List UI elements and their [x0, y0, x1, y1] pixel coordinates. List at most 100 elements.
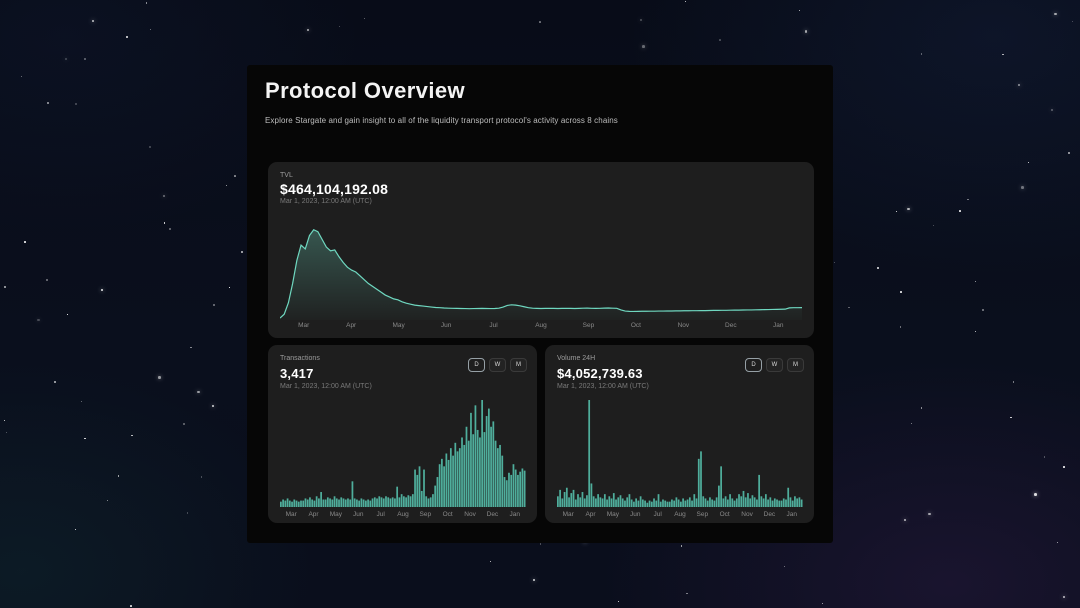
x-axis-tick-label: Aug: [674, 511, 686, 518]
volume-x-axis-labels: Mar Apr May Jun Jul Aug Sep Oct Nov Dec Jan: [557, 511, 803, 518]
star: [4, 420, 5, 421]
star: [1063, 595, 1066, 598]
star: [37, 318, 40, 321]
x-axis-tick-label: Jul: [653, 511, 662, 518]
volume-range-week-button[interactable]: W: [766, 358, 783, 372]
star: [23, 241, 26, 243]
transactions-range-week-button[interactable]: W: [489, 358, 506, 372]
star: [46, 279, 49, 282]
volume-bar-chart[interactable]: [557, 400, 803, 507]
transactions-label: Transactions: [280, 355, 320, 362]
star: [158, 376, 161, 379]
x-axis-tick-label: Mar: [298, 322, 310, 329]
star: [618, 601, 620, 603]
star: [642, 45, 645, 48]
transactions-value: 3,417: [280, 366, 314, 381]
star: [533, 578, 536, 581]
star: [241, 251, 244, 254]
tvl-value: $464,104,192.08: [280, 181, 389, 197]
star: [834, 262, 836, 264]
star: [920, 407, 923, 409]
star: [907, 207, 910, 211]
x-axis-tick-label: Nov: [677, 322, 690, 329]
x-axis-tick-label: Jun: [440, 322, 452, 329]
star: [67, 313, 68, 315]
star: [1034, 493, 1037, 496]
x-axis-tick-label: Sep: [696, 511, 709, 518]
star: [928, 512, 931, 516]
transactions-range-month-button[interactable]: M: [510, 358, 527, 372]
transactions-card: Transactions 3,417 Mar 1, 2023, 12:00 AM…: [268, 345, 537, 523]
star: [959, 209, 962, 212]
star: [182, 422, 185, 425]
star: [74, 102, 77, 105]
star: [974, 281, 976, 283]
x-axis-tick-label: Jul: [489, 322, 498, 329]
star: [125, 35, 128, 38]
star: [211, 405, 214, 408]
star: [363, 17, 365, 19]
x-axis-tick-label: Sep: [419, 511, 432, 518]
star: [974, 331, 976, 333]
tvl-area-chart[interactable]: [280, 224, 802, 320]
x-axis-tick-label: Apr: [308, 511, 319, 518]
volume-range-month-button[interactable]: M: [787, 358, 804, 372]
x-axis-tick-label: Sep: [582, 322, 595, 329]
volume-label: Volume 24H: [557, 355, 596, 362]
tvl-card: TVL $464,104,192.08 Mar 1, 2023, 12:00 A…: [268, 162, 814, 338]
star: [1012, 380, 1015, 383]
transactions-range-day-button[interactable]: D: [468, 358, 485, 372]
star: [228, 286, 230, 288]
x-axis-tick-label: Jan: [786, 511, 798, 518]
x-axis-tick-label: Nov: [464, 511, 476, 518]
star: [226, 184, 228, 186]
star: [130, 605, 132, 607]
star: [967, 199, 969, 201]
volume-date: Mar 1, 2023, 12:00 AM (UTC): [557, 383, 649, 390]
star: [684, 1, 686, 2]
star: [234, 175, 236, 177]
star: [5, 431, 8, 434]
x-axis-tick-label: May: [329, 511, 343, 518]
x-axis-tick-label: Dec: [486, 511, 499, 518]
page-title: Protocol Overview: [265, 78, 465, 103]
star: [338, 25, 341, 28]
transactions-x-axis-labels: Mar Apr May Jun Jul Aug Sep Oct Nov Dec Jan: [280, 511, 526, 518]
star: [848, 307, 850, 309]
star: [876, 267, 879, 270]
x-axis-tick-label: Dec: [725, 322, 737, 329]
star: [80, 401, 82, 403]
tvl-label: TVL: [280, 172, 293, 179]
star: [20, 76, 22, 78]
x-axis-tick-label: May: [606, 511, 620, 518]
star: [106, 499, 109, 502]
x-axis-tick-label: Dec: [763, 511, 776, 518]
star: [1017, 83, 1021, 86]
star: [117, 475, 120, 477]
star: [200, 476, 202, 478]
x-axis-tick-label: Oct: [719, 511, 730, 518]
transactions-bar-chart[interactable]: [280, 400, 526, 507]
page-subtitle: Explore Stargate and gain insight to all…: [265, 116, 618, 125]
x-axis-tick-label: Jun: [630, 511, 641, 518]
star: [932, 224, 935, 227]
tvl-x-axis-labels: Mar Apr May Jun Jul Aug Sep Oct Nov Dec Jan: [280, 322, 802, 329]
x-axis-tick-label: Nov: [741, 511, 753, 518]
x-axis-tick-label: Apr: [585, 511, 596, 518]
star: [1002, 53, 1005, 56]
star: [539, 21, 541, 23]
star: [1063, 466, 1065, 468]
transactions-range-group: D W M: [468, 358, 527, 372]
x-axis-tick-label: Jul: [376, 511, 385, 518]
star: [895, 210, 897, 212]
star: [74, 529, 76, 531]
star: [1050, 108, 1053, 111]
star: [982, 309, 984, 312]
x-axis-tick-label: Aug: [397, 511, 409, 518]
volume-range-day-button[interactable]: D: [745, 358, 762, 372]
star: [150, 29, 152, 30]
star: [306, 28, 310, 32]
x-axis-tick-label: Mar: [285, 511, 297, 518]
x-axis-tick-label: Oct: [630, 322, 641, 329]
star: [1010, 416, 1012, 419]
